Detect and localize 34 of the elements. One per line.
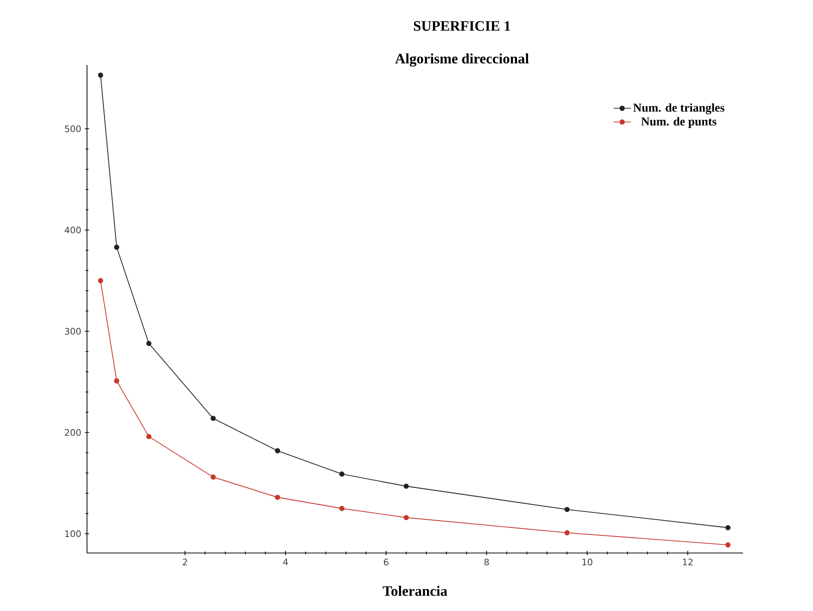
y-tick-label: 200	[64, 429, 81, 436]
point	[98, 278, 104, 284]
point	[274, 494, 280, 500]
x-tick-label: 8	[484, 558, 489, 566]
point	[404, 484, 409, 489]
point	[564, 530, 570, 536]
x-tick-label: 4	[283, 558, 288, 566]
point	[404, 514, 409, 520]
point	[210, 474, 216, 480]
x-tick-label: 2	[182, 558, 187, 566]
point	[564, 506, 570, 512]
point	[339, 471, 344, 477]
y-tick-label: 400	[64, 226, 81, 234]
x-axis-title: Tolerancia	[382, 586, 448, 596]
point	[210, 416, 216, 421]
y-tick-label: 100	[65, 530, 81, 538]
legend-label: Num. de triangles	[633, 103, 724, 114]
point	[725, 542, 731, 548]
y-tick-label: 500	[64, 125, 81, 132]
point	[146, 340, 152, 346]
chart-subtitle: Algorisme direccional	[395, 53, 529, 67]
x-tick-label: 6	[384, 558, 388, 566]
legend-label: Num. de punts	[641, 117, 716, 128]
chart-title: SUPERFICIE 1	[414, 21, 510, 31]
point	[725, 525, 731, 530]
point	[274, 448, 280, 454]
point	[146, 434, 152, 440]
point	[114, 378, 120, 384]
point	[339, 506, 344, 512]
point	[98, 72, 104, 78]
x-tick-label: 12	[682, 558, 693, 566]
point	[114, 244, 120, 250]
y-tick-label: 300	[64, 328, 81, 335]
x-tick-label: 10	[582, 558, 592, 566]
